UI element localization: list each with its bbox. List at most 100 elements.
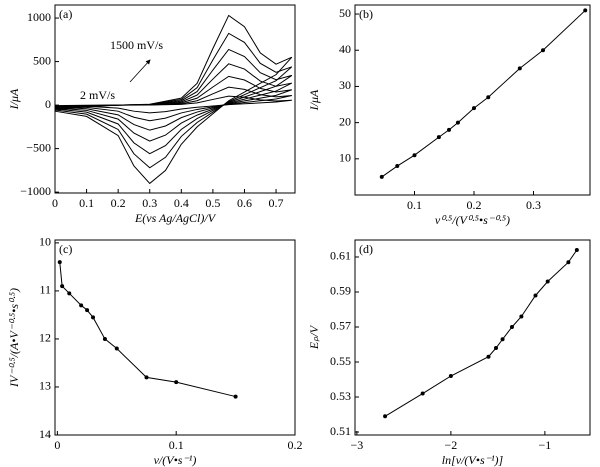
annotation: 1500 mV/s bbox=[110, 38, 163, 52]
data-point bbox=[486, 95, 491, 100]
data-point bbox=[85, 308, 90, 313]
y-tick-label: 11 bbox=[39, 283, 51, 297]
x-tick-label: 0.2 bbox=[111, 196, 126, 210]
data-point bbox=[574, 247, 579, 252]
plot-frame bbox=[354, 4, 591, 196]
plot-frame bbox=[354, 239, 591, 436]
data-point bbox=[448, 374, 453, 379]
plot-frame bbox=[54, 4, 296, 194]
data-point bbox=[566, 260, 571, 265]
y-tick-label: −500 bbox=[26, 140, 51, 154]
y-tick-label: 10 bbox=[39, 235, 51, 249]
x-tick-label: 0 bbox=[52, 196, 58, 210]
y-tick-label: 0.57 bbox=[330, 319, 351, 333]
y-tick-label: 40 bbox=[339, 42, 351, 56]
x-tick-label: 0.2 bbox=[288, 438, 303, 452]
y-axis-label: I/μA bbox=[7, 88, 21, 110]
y-axis-label: I/μA bbox=[307, 89, 321, 111]
x-tick-label: −1 bbox=[538, 438, 551, 452]
panel-label: (b) bbox=[359, 7, 373, 21]
x-tick-label: 0.3 bbox=[142, 196, 157, 210]
y-tick-label: 0.55 bbox=[330, 354, 351, 368]
y-tick-label: 12 bbox=[39, 331, 51, 345]
y-tick-label: 13 bbox=[39, 379, 51, 393]
x-tick-label: 0.6 bbox=[237, 196, 252, 210]
x-axis-label: E(vs Ag/AgCl)/V bbox=[134, 211, 217, 225]
data-line bbox=[384, 249, 578, 417]
x-tick-label: 0.7 bbox=[269, 196, 284, 210]
data-line bbox=[54, 75, 293, 131]
data-point bbox=[395, 164, 400, 169]
annotation: 2 mV/s bbox=[80, 88, 115, 102]
x-tick-label: 0.1 bbox=[407, 198, 422, 212]
y-tick-label: 30 bbox=[339, 78, 351, 92]
data-point bbox=[379, 174, 384, 179]
data-point bbox=[517, 66, 522, 71]
data-point bbox=[60, 284, 65, 289]
data-point bbox=[494, 346, 498, 351]
x-tick-label: 0.2 bbox=[466, 198, 481, 212]
data-line bbox=[54, 86, 292, 122]
x-tick-label: 0.1 bbox=[79, 196, 94, 210]
data-point bbox=[583, 8, 588, 13]
y-tick-label: 0.53 bbox=[330, 389, 351, 403]
data-point bbox=[533, 293, 538, 298]
x-tick-label: 0 bbox=[54, 438, 60, 452]
y-tick-label: 20 bbox=[339, 114, 351, 128]
panel-label: (c) bbox=[59, 242, 72, 256]
data-point bbox=[545, 279, 550, 284]
y-tick-label: −1000 bbox=[20, 184, 51, 198]
data-point bbox=[509, 324, 514, 329]
x-tick-label: −2 bbox=[444, 438, 457, 452]
panel-label: (d) bbox=[359, 242, 373, 256]
x-axis-label: ν/(V•s⁻¹) bbox=[154, 453, 197, 467]
data-point bbox=[447, 127, 451, 132]
data-point bbox=[541, 48, 545, 53]
data-point bbox=[471, 106, 476, 111]
x-tick-label: 0.4 bbox=[174, 196, 189, 210]
data-point bbox=[79, 303, 84, 308]
x-tick-label: 0.1 bbox=[169, 438, 184, 452]
data-point bbox=[91, 315, 96, 320]
y-tick-label: 14 bbox=[39, 427, 51, 441]
panel-label: (a) bbox=[59, 7, 72, 21]
data-point bbox=[57, 260, 62, 265]
y-tick-label: 1000 bbox=[27, 10, 51, 24]
data-line bbox=[54, 63, 293, 142]
data-line bbox=[54, 32, 293, 169]
x-tick-label: −3 bbox=[350, 438, 363, 452]
data-point bbox=[500, 337, 505, 342]
arrow bbox=[129, 59, 151, 83]
data-point bbox=[486, 354, 491, 359]
y-tick-label: 0.51 bbox=[330, 424, 351, 438]
x-axis-label: ln[ν/(V•s⁻¹)] bbox=[442, 453, 504, 467]
data-point bbox=[383, 414, 388, 419]
y-tick-label: 0.61 bbox=[330, 249, 351, 263]
data-point bbox=[420, 391, 425, 396]
y-tick-label: 10 bbox=[339, 151, 351, 165]
data-line bbox=[381, 10, 586, 178]
data-point bbox=[67, 291, 72, 296]
x-axis-label: ν⁰·⁵/(V⁰·⁵•s⁻⁰·⁵) bbox=[435, 213, 510, 227]
y-axis-label: IV⁻⁰·⁵/(A•V⁻⁰·⁵•s⁰·⁵) bbox=[7, 288, 21, 388]
y-tick-label: 500 bbox=[33, 53, 51, 67]
data-line bbox=[54, 14, 293, 185]
data-line bbox=[54, 95, 292, 114]
x-tick-label: 0.5 bbox=[205, 196, 220, 210]
y-tick-label: 0.59 bbox=[330, 284, 351, 298]
y-axis-label: Eₚ/V bbox=[307, 324, 321, 350]
y-tick-label: 0 bbox=[45, 97, 51, 111]
data-point bbox=[233, 394, 238, 399]
data-point bbox=[436, 135, 441, 140]
data-point bbox=[114, 346, 119, 351]
data-point bbox=[102, 336, 107, 341]
data-point bbox=[519, 314, 524, 319]
data-point bbox=[455, 120, 460, 125]
data-point bbox=[174, 380, 179, 385]
x-tick-label: 0.3 bbox=[526, 198, 541, 212]
plot-frame bbox=[54, 239, 296, 436]
data-point bbox=[144, 375, 149, 380]
y-tick-label: 50 bbox=[339, 6, 351, 20]
data-point bbox=[412, 153, 417, 158]
